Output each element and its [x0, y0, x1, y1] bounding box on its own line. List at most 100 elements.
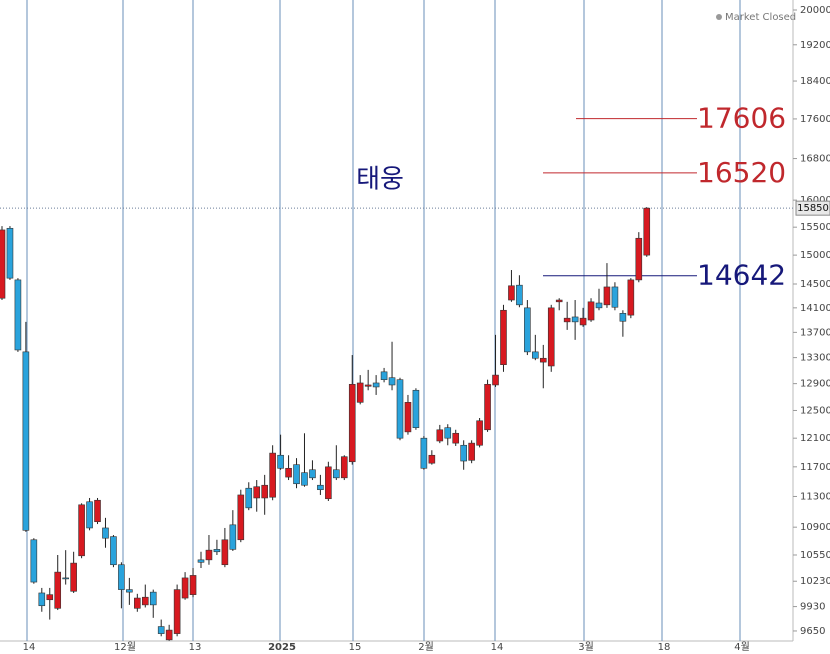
x-tick-label: 3월 — [578, 641, 594, 653]
candle-body — [539, 357, 547, 363]
candle-body — [205, 549, 213, 561]
candle-body — [189, 575, 197, 595]
y-tick-label: 15000 — [800, 250, 830, 261]
annotation-label: 14642 — [697, 259, 786, 292]
candle-body — [118, 564, 125, 590]
last-price-label: 15850 — [797, 203, 829, 214]
y-tick-label: 10900 — [800, 522, 830, 533]
candle-body — [62, 577, 69, 580]
candle-body — [404, 402, 412, 433]
candle-body — [611, 286, 619, 308]
candle-body — [110, 536, 117, 566]
y-tick-label: 13700 — [800, 327, 830, 338]
last-price-tag — [795, 200, 830, 216]
x-tick-label: 2월 — [418, 641, 434, 653]
candle-body — [173, 589, 181, 634]
candle-body — [563, 317, 571, 323]
x-tick-label: 14 — [491, 642, 504, 653]
candle-body — [126, 589, 133, 593]
candle-body — [555, 299, 563, 303]
candle-body — [333, 469, 340, 479]
y-tick-label: 19200 — [800, 40, 830, 51]
x-tick-label: 12월 — [114, 641, 136, 653]
candle-body — [468, 442, 475, 461]
candle-body — [317, 484, 324, 491]
candle-body — [70, 562, 77, 592]
candle-body — [309, 469, 316, 479]
candle-body — [149, 591, 157, 606]
y-tick-label: 12100 — [800, 433, 830, 444]
candle-body — [86, 501, 93, 529]
candle-body — [516, 284, 523, 306]
candle-body — [364, 384, 372, 387]
candle-body — [603, 286, 611, 306]
x-tick-label: 14 — [23, 642, 36, 653]
candle-body — [571, 316, 579, 323]
x-tick-label: 18 — [658, 642, 671, 653]
y-tick-label: 11700 — [800, 462, 830, 473]
candle-body — [579, 317, 587, 326]
candle-body — [420, 437, 428, 469]
candle-body — [181, 577, 189, 599]
candle-body — [102, 527, 109, 539]
candle-body — [356, 382, 364, 403]
y-tick-label: 14500 — [800, 279, 830, 290]
market-status: Market Closed — [725, 12, 796, 23]
candle-body — [396, 379, 404, 439]
candle-body — [134, 597, 141, 609]
y-tick-label: 16000 — [800, 195, 830, 206]
y-tick-label: 12500 — [800, 405, 830, 416]
candle-body — [78, 504, 85, 557]
y-tick-label: 9930 — [800, 602, 825, 613]
y-tick-label: 20000 — [800, 5, 830, 16]
candle-body — [532, 351, 539, 359]
y-tick-label: 18400 — [800, 76, 830, 87]
candle-body — [269, 452, 276, 498]
candle-body — [221, 539, 229, 566]
candle-body — [484, 383, 491, 431]
candle-body — [452, 432, 460, 444]
candle-body — [412, 389, 420, 428]
candle-body — [213, 549, 221, 553]
annotation-label: 17606 — [697, 102, 786, 135]
candle-body — [476, 420, 483, 446]
y-tick-label: 15500 — [800, 222, 830, 233]
y-tick-label: 9650 — [800, 626, 825, 637]
y-tick-label: 17600 — [800, 114, 830, 125]
candle-body — [348, 383, 356, 463]
candle-body — [587, 301, 595, 321]
candle-body — [94, 499, 101, 523]
candle-body — [619, 312, 627, 322]
candle-body — [22, 351, 30, 531]
candle-body — [627, 279, 635, 316]
annotation-label: 16520 — [697, 156, 786, 189]
candle-body — [30, 539, 38, 583]
y-tick-label: 10230 — [800, 576, 830, 587]
candle-body — [261, 484, 268, 499]
candle-body — [38, 592, 46, 607]
candle-body — [547, 307, 555, 367]
candle-body — [380, 371, 388, 380]
candle-body — [340, 456, 348, 479]
candle-body — [0, 229, 6, 299]
candle-body — [428, 454, 436, 464]
candle-body — [157, 626, 165, 634]
candle-body — [54, 571, 62, 609]
y-tick-label: 10550 — [800, 550, 830, 561]
candle-body — [508, 285, 515, 301]
candle-body — [229, 524, 237, 550]
x-tick-label: 15 — [349, 642, 362, 653]
candle-body — [372, 382, 380, 388]
candle-body — [460, 444, 467, 462]
candle-body — [253, 486, 261, 499]
chart-title: 태웅 — [356, 165, 404, 195]
candle-body — [46, 594, 54, 601]
x-tick-label: 2025 — [268, 642, 296, 653]
x-tick-label: 13 — [189, 642, 202, 653]
candle-body — [237, 494, 245, 541]
candle-body — [285, 467, 292, 478]
candle-body — [301, 472, 308, 486]
candle-body — [524, 307, 531, 353]
status-dot — [716, 14, 722, 20]
